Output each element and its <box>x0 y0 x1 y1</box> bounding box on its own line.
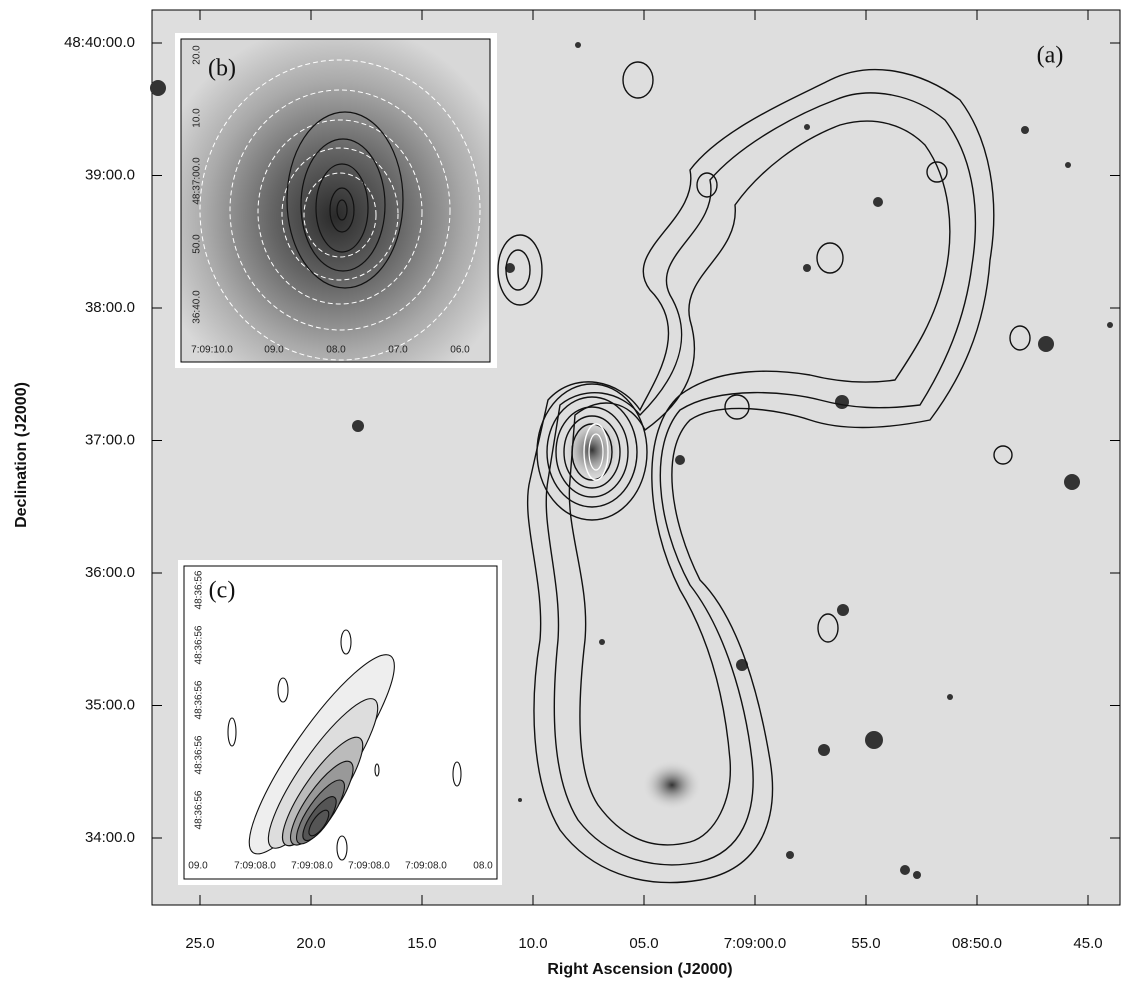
inset-c: (c) <box>178 560 502 885</box>
noise-contours <box>227 629 462 861</box>
x-tick-label: 7:09:10.0 <box>191 345 233 356</box>
x-tick-label: 15.0 <box>407 935 436 952</box>
radio-contours <box>248 654 395 855</box>
y-tick-label: 38:00.0 <box>85 299 135 316</box>
y-tick-label: 48:36:56 <box>194 625 205 664</box>
y-tick-label: 20.0 <box>192 45 203 65</box>
y-tick-label: 48:36:56 <box>194 735 205 774</box>
x-tick-label: 20.0 <box>296 935 325 952</box>
x-tick-label: 09.0 <box>264 345 284 356</box>
y-tick-label: 48:36:56 <box>194 790 205 829</box>
x-tick-label: 7:09:08.0 <box>234 861 276 872</box>
y-tick-label: 48:36:56 <box>194 570 205 609</box>
x-tick-label: 25.0 <box>185 935 214 952</box>
x-tick-label: 55.0 <box>851 935 880 952</box>
galaxy <box>642 760 702 810</box>
x-tick-label: 7:09:08.0 <box>405 861 447 872</box>
y-tick-label: 35:00.0 <box>85 696 135 713</box>
y-axis-label: Declination (J2000) <box>13 382 30 528</box>
panel-label: (b) <box>208 56 236 82</box>
x-tick-label: 08.0 <box>473 861 493 872</box>
x-tick-label: 05.0 <box>629 935 658 952</box>
panel-label: (a) <box>1037 43 1064 69</box>
y-tick-label: 39:00.0 <box>85 166 135 183</box>
x-axis-label: Right Ascension (J2000) <box>547 961 732 978</box>
y-tick-label: 36:40.0 <box>192 290 203 324</box>
x-tick-label: 45.0 <box>1073 935 1102 952</box>
inset-image <box>180 38 491 363</box>
x-tick-label: 7:09:08.0 <box>291 861 333 872</box>
y-tick-label: 48:37:00.0 <box>192 157 203 205</box>
x-tick-label: 09.0 <box>188 861 208 872</box>
x-tick-label: 08.0 <box>326 345 346 356</box>
x-tick-label: 7:09:00.0 <box>724 935 787 952</box>
y-tick-label: 50.0 <box>192 234 203 254</box>
inset-b: (b) <box>175 33 497 368</box>
x-tick-label: 06.0 <box>450 345 470 356</box>
x-tick-label: 7:09:08.0 <box>348 861 390 872</box>
x-tick-label: 10.0 <box>518 935 547 952</box>
y-tick-label: 48:36:56 <box>194 680 205 719</box>
x-ray-contours <box>199 59 481 361</box>
x-tick-label: 07.0 <box>388 345 408 356</box>
y-tick-label: 10.0 <box>192 108 203 128</box>
y-tick-label: 48:40:00.0 <box>64 34 135 51</box>
panel-label: (c) <box>209 578 236 604</box>
y-tick-label: 34:00.0 <box>85 829 135 846</box>
radio-contours <box>286 111 404 289</box>
y-tick-label: 36:00.0 <box>85 564 135 581</box>
radio-contours <box>497 61 1031 884</box>
y-tick-label: 37:00.0 <box>85 431 135 448</box>
x-tick-label: 08:50.0 <box>952 935 1002 952</box>
